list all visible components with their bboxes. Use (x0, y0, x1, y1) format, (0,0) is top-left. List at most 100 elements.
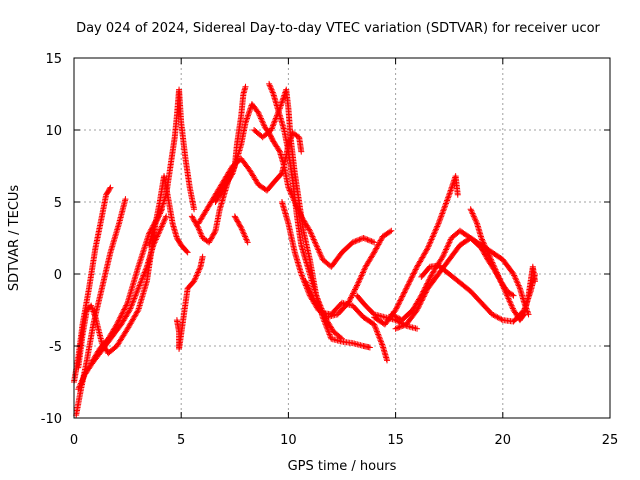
data-point (298, 271, 305, 277)
data-point (326, 331, 333, 338)
data-point (192, 219, 199, 226)
data-point (91, 311, 98, 318)
data-point (194, 269, 201, 276)
data-point (256, 112, 263, 119)
data-point (491, 312, 498, 319)
data-point (255, 109, 262, 116)
data-point (410, 270, 417, 277)
data-point (372, 324, 379, 331)
data-point (352, 238, 359, 245)
data-point (131, 295, 138, 302)
data-point (365, 237, 372, 244)
data-point (397, 323, 404, 330)
data-point (355, 237, 362, 244)
data-point (113, 321, 120, 328)
x-axis-label: GPS time / hours (288, 459, 397, 474)
data-point (393, 325, 400, 332)
data-point (392, 313, 399, 320)
data-point (194, 223, 201, 230)
data-point (392, 307, 399, 313)
data-point (420, 294, 427, 301)
data-point (351, 238, 358, 245)
data-point (88, 304, 95, 311)
data-point (327, 332, 334, 339)
data-point (416, 301, 423, 308)
data-point (286, 186, 293, 193)
x-tick-label: 0 (70, 433, 78, 448)
data-point (306, 227, 313, 234)
data-point (234, 218, 241, 225)
data-point (191, 276, 198, 283)
series-track-3 (75, 206, 165, 371)
data-point (117, 314, 124, 321)
data-point (429, 233, 436, 240)
data-point (160, 219, 167, 226)
data-point (374, 330, 381, 337)
data-point (422, 290, 429, 297)
data-point (388, 227, 395, 234)
data-point (423, 288, 430, 295)
data-point (378, 236, 385, 243)
data-point (158, 224, 165, 231)
data-point (317, 252, 324, 259)
data-point (398, 294, 405, 301)
data-point (122, 196, 129, 203)
data-point (141, 269, 148, 276)
data-point (206, 239, 213, 246)
data-point (427, 273, 434, 280)
series-track-15 (302, 278, 391, 364)
data-point (444, 197, 451, 204)
data-point (442, 201, 449, 208)
data-point (242, 235, 249, 241)
data-point (504, 294, 511, 301)
data-point (188, 213, 195, 220)
data-point (244, 237, 251, 244)
data-point (152, 236, 159, 243)
data-point (302, 278, 309, 285)
data-point (138, 278, 145, 285)
data-point (395, 301, 402, 308)
data-point (231, 213, 238, 220)
data-point (408, 275, 415, 282)
data-point (427, 239, 434, 246)
data-point (442, 200, 449, 207)
data-point (502, 289, 509, 296)
data-point (515, 282, 522, 289)
data-point (356, 276, 363, 283)
data-point (134, 308, 141, 315)
data-point (298, 272, 305, 279)
data-point (309, 233, 316, 240)
data-point (507, 299, 514, 306)
data-point (161, 216, 168, 223)
data-point (443, 245, 450, 252)
data-point (359, 271, 366, 277)
data-point (197, 230, 204, 237)
data-point (78, 379, 85, 385)
data-point (271, 118, 278, 125)
data-point (495, 314, 502, 321)
data-point (191, 217, 198, 224)
data-point (361, 235, 368, 242)
data-point (439, 253, 446, 260)
data-point (447, 237, 454, 244)
data-point (482, 245, 489, 252)
data-point (259, 118, 266, 125)
data-point (401, 288, 408, 295)
data-point (310, 235, 317, 241)
data-point (500, 283, 507, 290)
data-point (313, 243, 320, 250)
data-point (411, 269, 418, 276)
series-track-11 (231, 213, 251, 246)
data-point (126, 307, 133, 313)
data-point (393, 304, 400, 311)
data-point (159, 222, 166, 229)
data-point (134, 288, 141, 295)
data-point (240, 230, 247, 237)
data-point (491, 263, 498, 270)
data-point (209, 232, 216, 239)
data-point (379, 341, 386, 348)
data-point (361, 266, 368, 273)
data-point (374, 328, 381, 335)
data-point (268, 86, 275, 93)
data-point (440, 206, 447, 213)
